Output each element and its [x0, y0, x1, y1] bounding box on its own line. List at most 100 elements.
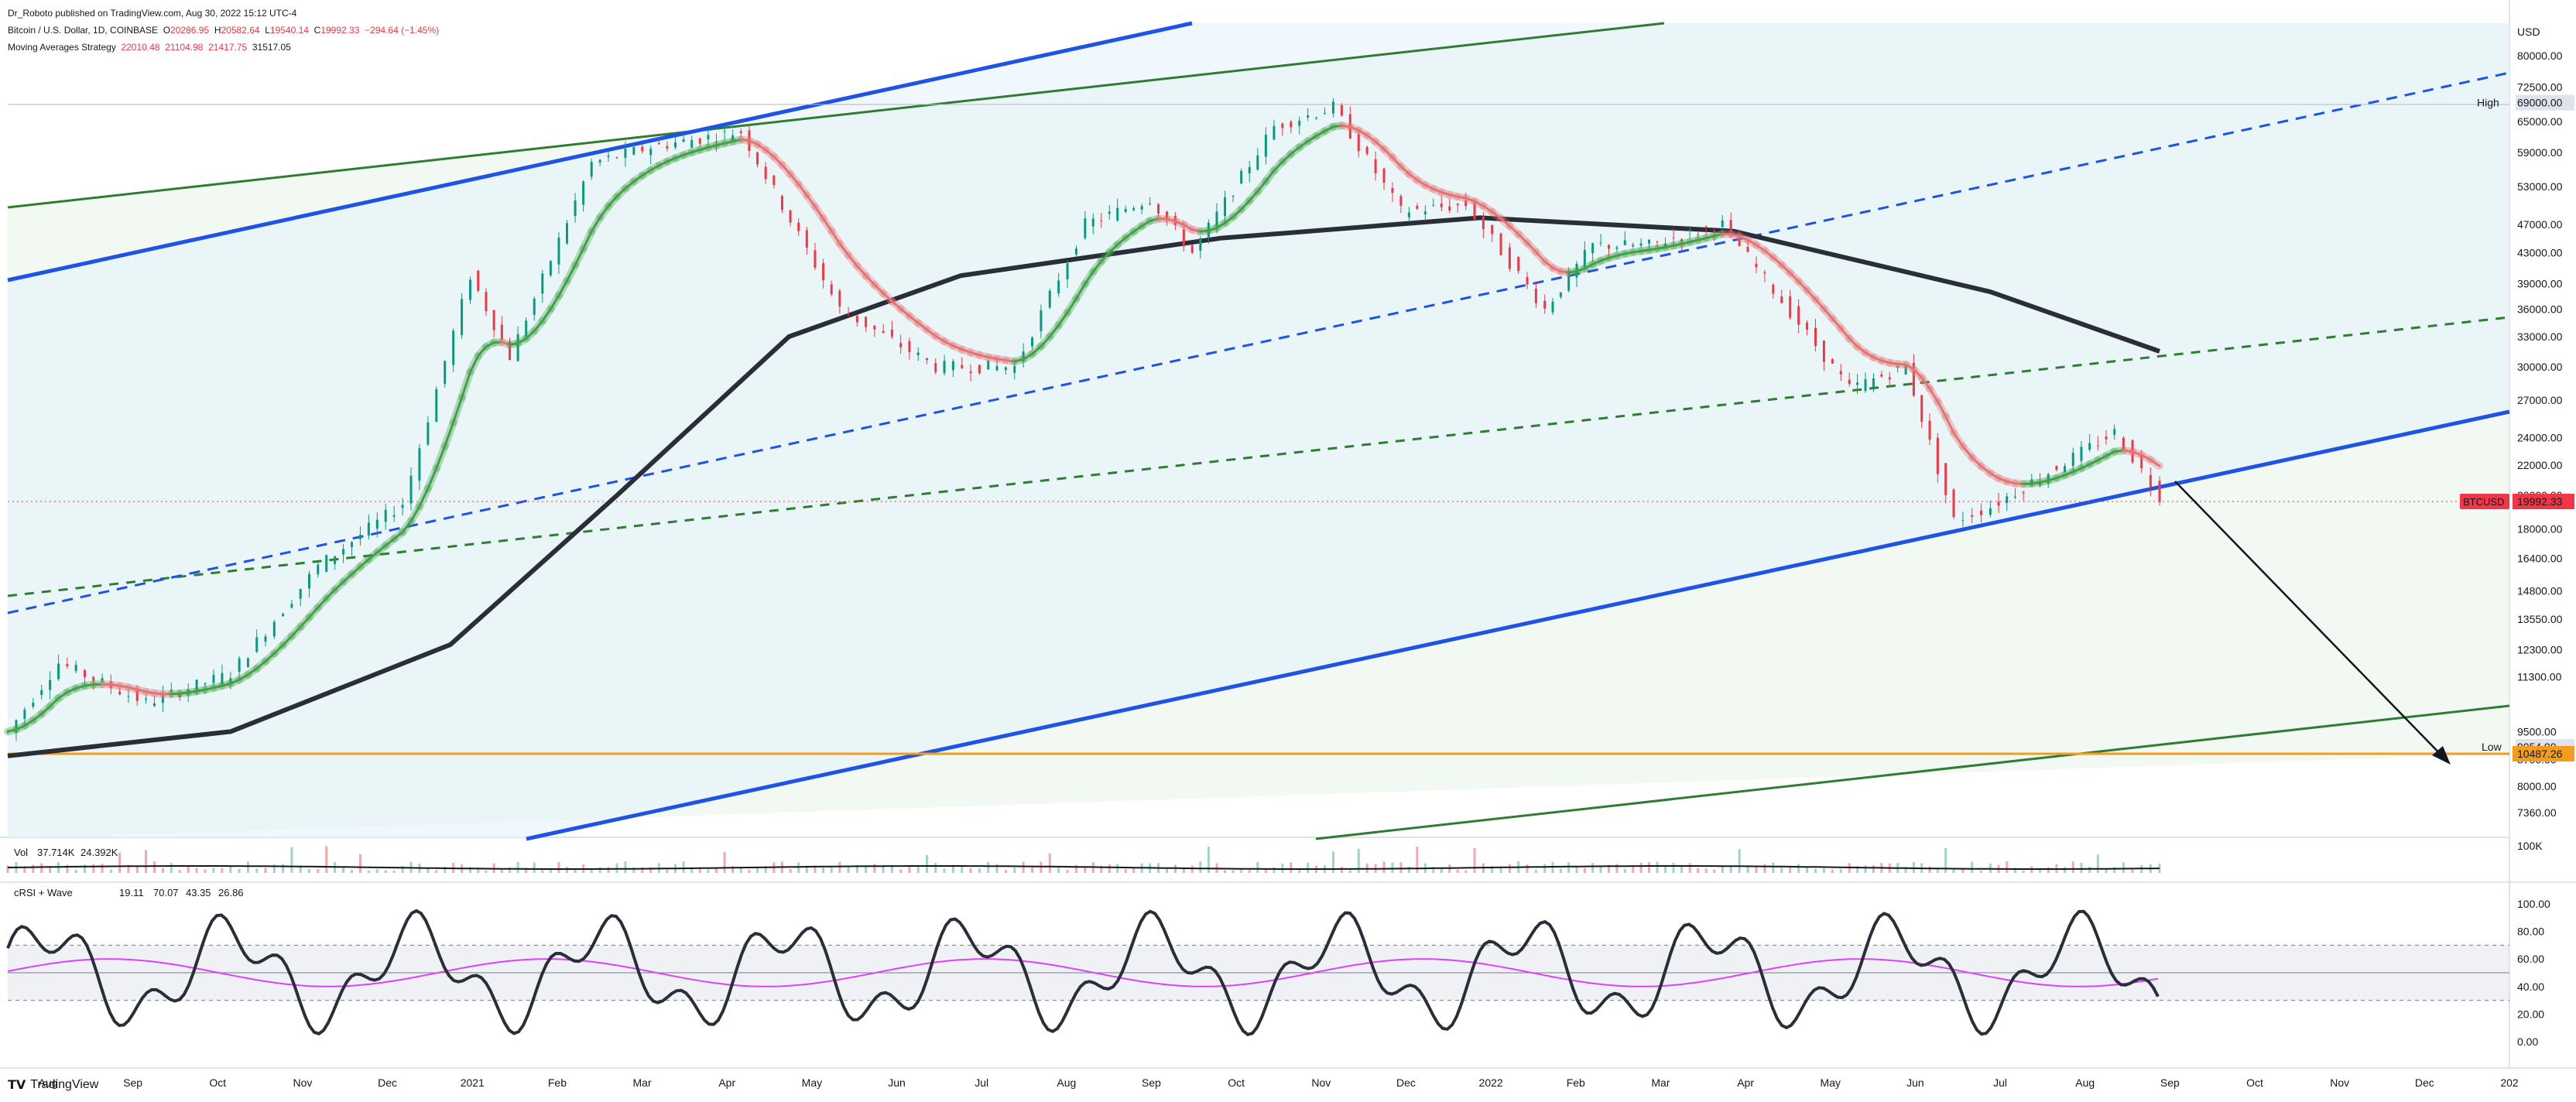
candle-body	[1357, 134, 1360, 152]
ema-ribbon-line	[485, 341, 495, 348]
rsi-axis-label: 0.00	[2517, 1035, 2538, 1048]
volume-bar	[1738, 848, 1741, 873]
ema-ribbon-line	[238, 673, 249, 681]
ema-ribbon-line	[290, 625, 302, 638]
candle-body	[1499, 233, 1502, 255]
volume-bar	[109, 869, 112, 873]
ema-ribbon-line	[2088, 459, 2099, 466]
volume-bar	[1831, 869, 1834, 873]
volume-bar	[723, 852, 726, 873]
volume-bar	[1224, 870, 1227, 873]
candle-body	[426, 422, 430, 445]
ema-ribbon-line	[1591, 259, 1602, 265]
ema-ribbon-line	[1031, 344, 1043, 355]
candle-body	[1124, 209, 1127, 212]
ema-ribbon-line	[392, 531, 404, 540]
volume-bar	[574, 868, 577, 873]
volume-bar	[1688, 863, 1691, 873]
ema-ribbon-line	[2006, 480, 2016, 485]
time-tick-label: Jun	[1906, 1076, 1924, 1089]
candle-body	[641, 146, 644, 152]
moving-average-group	[7, 215, 2160, 758]
candle-body	[1763, 272, 1766, 274]
green-channel-upper[interactable]	[7, 22, 1665, 209]
blue-channel-upper[interactable]	[7, 21, 1193, 282]
ma-value-4: 31517.05	[252, 42, 291, 53]
ema-ribbon-line	[978, 354, 990, 358]
ema-ribbon-line	[690, 149, 701, 154]
volume-bar	[2064, 867, 2067, 873]
time-tick-label: May	[802, 1076, 822, 1089]
volume-bar	[1763, 864, 1766, 873]
candle-body	[15, 720, 18, 733]
ema-ribbon-line	[987, 355, 999, 361]
time-axis[interactable]: Aug Sep Oct Nov Dec 2021 Feb Mar Apr May Jun Jul Aug…	[39, 1076, 2519, 1089]
ema-ribbon-line	[899, 307, 911, 317]
candle-body	[57, 663, 60, 679]
volume-bar	[1534, 870, 1537, 873]
ema-ribbon-line	[838, 242, 850, 257]
time-tick-label: 2021	[461, 1076, 485, 1089]
volume-bar	[1108, 864, 1111, 873]
time-tick-label: 2022	[1479, 1076, 1503, 1089]
candle-body	[908, 341, 911, 353]
time-tick-label: Feb	[548, 1076, 567, 1089]
volume-bar	[1567, 862, 1571, 873]
volume-bar	[485, 870, 488, 873]
ema-ribbon-line	[715, 142, 726, 147]
ema-ribbon-line	[615, 187, 627, 198]
green-channel-mid[interactable]	[7, 316, 2510, 597]
candle-body	[2088, 443, 2091, 450]
ema-ribbon-line	[66, 686, 77, 693]
volume-bar	[1672, 863, 1675, 873]
change-value: −294.64 (−1.45%)	[365, 25, 440, 36]
blue-channel-lower[interactable]	[526, 409, 2510, 841]
ema-ribbon-line	[351, 565, 361, 576]
volume-bar	[299, 865, 302, 873]
volume-bar	[32, 864, 35, 873]
price-tick-label: 27000.00	[2517, 394, 2563, 406]
volume-bar	[1432, 867, 1435, 873]
ma-title[interactable]: Moving Averages Strategy	[8, 42, 116, 53]
close-value: 19992.33	[320, 25, 360, 36]
volume-bar	[135, 865, 139, 873]
candle-body	[1074, 248, 1077, 255]
low-label: L	[265, 25, 270, 36]
candle-body	[533, 298, 536, 315]
ema-ribbon-line	[1543, 260, 1554, 269]
volume-bar	[1680, 866, 1684, 873]
candle-body	[1831, 359, 1834, 364]
rsi-axis-label: 20.00	[2517, 1008, 2544, 1020]
candle-body	[178, 693, 181, 698]
candle-body	[624, 149, 627, 158]
ema-ribbon-line	[1074, 282, 1087, 300]
ema-ribbon-line	[299, 616, 310, 628]
volume-bar	[1084, 867, 1087, 873]
ema-ribbon-line	[908, 314, 920, 324]
time-tick-label: Apr	[1737, 1076, 1754, 1089]
volume-bar	[764, 866, 767, 873]
green-channel-lower[interactable]	[1315, 704, 2510, 840]
price-axis[interactable]: USD 80000.00 72500.00 65000.00 59000.00 53000…	[2460, 26, 2574, 819]
price-tick-label: 80000.00	[2517, 50, 2563, 62]
volume-bar	[204, 869, 207, 873]
volume-bar	[161, 868, 164, 873]
candle-body	[1215, 211, 1218, 227]
projection-arrow[interactable]	[2174, 481, 2448, 762]
tradingview-footer[interactable]: 𝗧𝗩 TradingView	[8, 1077, 98, 1093]
volume-bar	[748, 869, 751, 873]
ema-ribbon-line	[1944, 415, 1955, 434]
ema-ribbon-line	[1456, 195, 1468, 200]
candle-body	[764, 166, 767, 180]
symbol-name[interactable]: Bitcoin / U.S. Dollar, 1D, COINBASE	[8, 25, 159, 36]
candle-body	[1264, 135, 1267, 157]
ema-ribbon-line	[469, 354, 480, 374]
ema-ribbon-line	[1407, 173, 1419, 182]
candle-body	[1116, 207, 1119, 221]
time-tick-label: Aug	[39, 1076, 58, 1089]
ema-ribbon-line	[1100, 251, 1111, 263]
ema-ribbon-line	[557, 279, 569, 297]
ma-value-2: 21104.98	[165, 42, 204, 53]
volume-bar	[358, 854, 361, 873]
